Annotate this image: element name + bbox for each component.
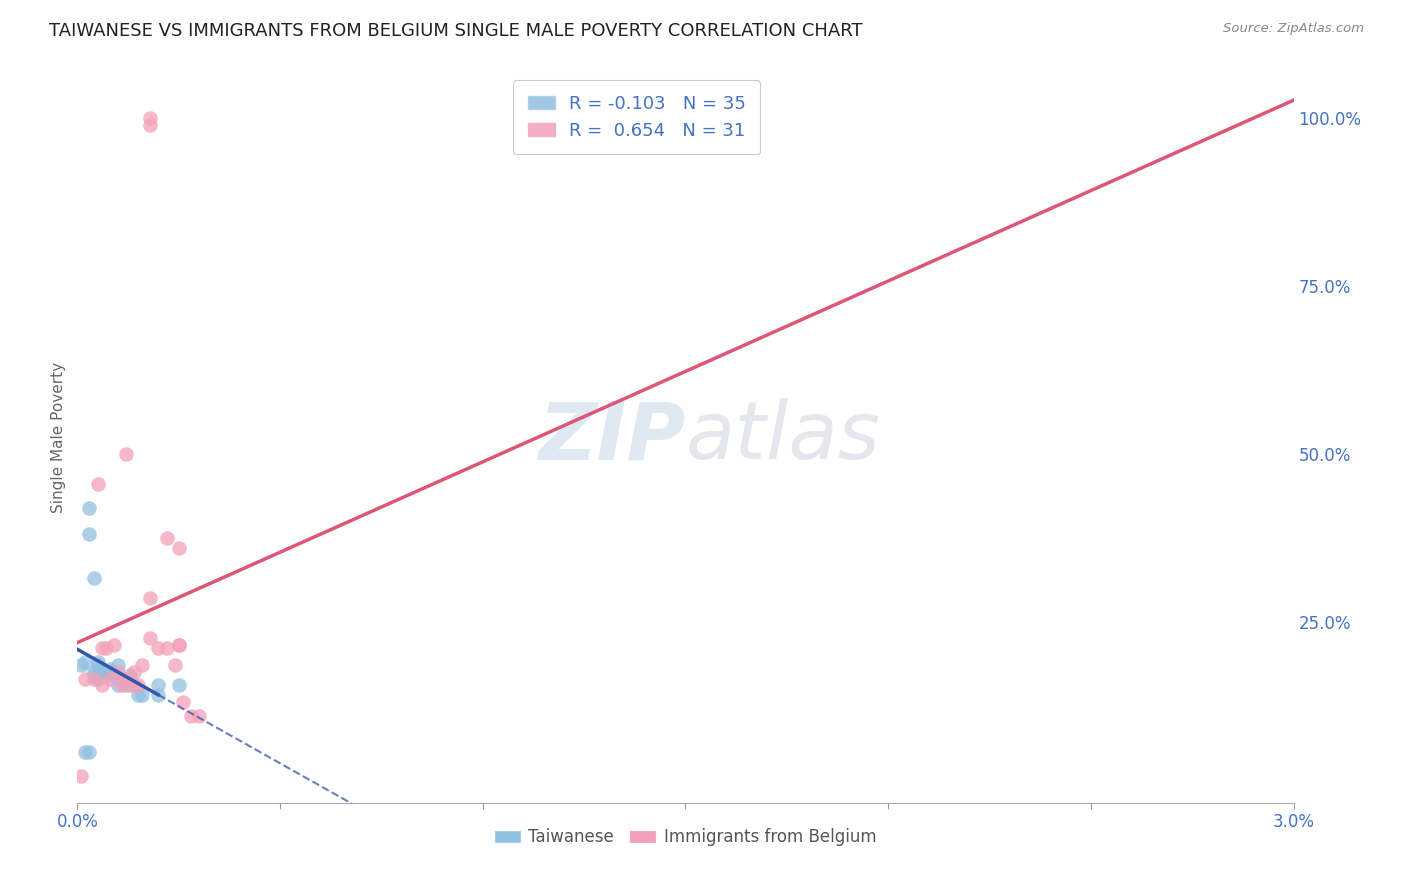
Point [115,678,138,692]
Point [86,658,108,673]
Point [139,591,162,606]
Point [90,665,112,679]
Point [148,678,170,692]
Point [90,678,112,692]
Point [107,665,129,679]
Point [86,672,108,686]
Point [98,672,121,686]
Point [155,641,177,656]
Point [118,668,141,682]
Point [122,665,145,679]
Point [83,668,105,682]
Point [127,678,149,692]
Point [79,746,101,760]
Point [115,672,138,686]
Point [163,658,186,673]
Point [139,632,162,646]
Point [90,662,112,676]
Point [107,678,129,692]
Point [115,447,138,461]
Point [188,708,211,723]
Point [167,541,190,555]
Point [127,689,149,703]
Point [90,641,112,656]
Point [139,118,162,132]
Point [90,665,112,679]
Point [86,655,108,669]
Point [167,678,190,692]
Point [86,477,108,491]
Point [98,665,121,679]
Point [98,668,121,682]
Point [139,112,162,126]
Point [103,638,125,652]
Point [83,571,105,585]
Point [75,655,97,669]
Point [103,668,125,682]
Text: ZIP: ZIP [538,398,686,476]
Point [148,641,170,656]
Point [103,668,125,682]
Point [172,695,194,709]
Point [167,638,190,652]
Point [155,531,177,545]
Point [148,689,170,703]
Legend: Taiwanese, Immigrants from Belgium: Taiwanese, Immigrants from Belgium [488,822,883,853]
Point [180,708,202,723]
Point [98,662,121,676]
Y-axis label: Single Male Poverty: Single Male Poverty [51,361,66,513]
Point [70,658,93,673]
Point [75,672,97,686]
Point [118,678,141,692]
Point [111,672,134,686]
Point [83,665,105,679]
Point [94,641,117,656]
Point [122,678,145,692]
Text: TAIWANESE VS IMMIGRANTS FROM BELGIUM SINGLE MALE POVERTY CORRELATION CHART: TAIWANESE VS IMMIGRANTS FROM BELGIUM SIN… [49,22,863,40]
Point [94,665,117,679]
Point [83,672,105,686]
Point [131,658,153,673]
Point [94,665,117,679]
Point [111,672,134,686]
Point [79,527,101,541]
Point [167,638,190,652]
Point [75,746,97,760]
Text: atlas: atlas [686,398,880,476]
Point [107,658,129,673]
Point [79,500,101,515]
Point [111,678,134,692]
Text: Source: ZipAtlas.com: Source: ZipAtlas.com [1223,22,1364,36]
Point [115,672,138,686]
Point [131,689,153,703]
Point [70,769,93,783]
